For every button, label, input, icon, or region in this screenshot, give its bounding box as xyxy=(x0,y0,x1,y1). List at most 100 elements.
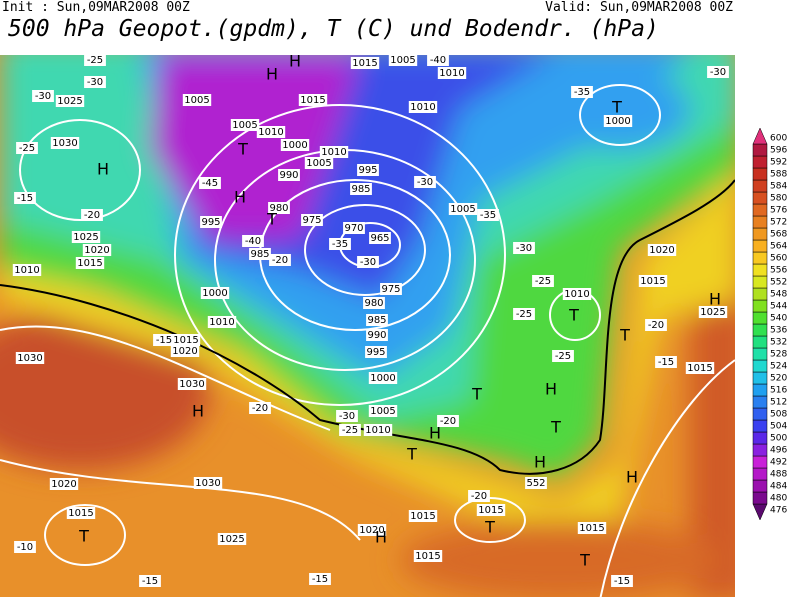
label-box xyxy=(532,275,554,287)
label-box xyxy=(363,424,393,436)
label-box xyxy=(685,362,715,374)
colorbar-label: 536 xyxy=(770,326,787,336)
colorbar-cell xyxy=(752,251,768,265)
isobar-label: -30 xyxy=(417,177,433,188)
pressure-center: T xyxy=(619,326,630,345)
colorbar-label: 544 xyxy=(770,302,787,312)
isobar-label: 1015 xyxy=(410,511,435,522)
isobar-label: 1025 xyxy=(73,232,98,243)
colorbar-label: 596 xyxy=(770,146,787,156)
isobar-label: 1020 xyxy=(172,346,197,357)
label-box xyxy=(66,507,96,519)
label-box xyxy=(368,372,398,384)
label-box xyxy=(304,157,334,169)
label-box xyxy=(577,522,607,534)
label-box xyxy=(32,90,54,102)
isobar-label: 1025 xyxy=(219,534,244,545)
label-box xyxy=(408,101,438,113)
colorbar-cell xyxy=(752,491,768,505)
label-box xyxy=(647,244,677,256)
colorbar-label: 480 xyxy=(770,494,787,504)
isobar-label: -15 xyxy=(658,357,674,368)
label-box xyxy=(388,55,418,66)
colorbar: 476 480 484 488 492 496 500 504 508 512 516 520 524 5… xyxy=(752,127,787,521)
isobar-label: -30 xyxy=(87,77,103,88)
isobar-label: 1025 xyxy=(700,307,725,318)
colorbar-label: 584 xyxy=(770,182,787,192)
colorbar-label: 588 xyxy=(770,170,787,180)
isobar-label: 1015 xyxy=(173,335,198,346)
colorbar-label: 552 xyxy=(770,278,787,288)
colorbar-cell xyxy=(752,359,768,373)
isobar-label: 1010 xyxy=(14,265,39,276)
isobar-label: -25 xyxy=(555,351,571,362)
label-box xyxy=(75,257,105,269)
label-box xyxy=(365,346,387,358)
colorbar-cell xyxy=(752,227,768,241)
pressure-center: H xyxy=(266,65,278,84)
label-box xyxy=(350,183,372,195)
label-box xyxy=(603,115,633,127)
label-box xyxy=(655,356,677,368)
colorbar-label: 556 xyxy=(770,266,787,276)
colorbar-cell xyxy=(752,467,768,481)
label-box xyxy=(301,214,323,226)
isobar-label: 990 xyxy=(279,170,298,181)
colorbar-cell xyxy=(752,263,768,277)
valid-time: Valid: Sun,09MAR2008 00Z xyxy=(545,0,733,15)
isobar-label: 1010 xyxy=(365,425,390,436)
colorbar-cap xyxy=(752,503,768,521)
label-box xyxy=(268,202,290,214)
colorbar-cell xyxy=(752,311,768,325)
isobar-label: 980 xyxy=(269,203,288,214)
label-box xyxy=(363,297,385,309)
isobar-label: -20 xyxy=(440,416,456,427)
label-box xyxy=(170,345,200,357)
label-box xyxy=(207,316,237,328)
colorbar-label: 568 xyxy=(770,230,787,240)
label-box xyxy=(14,192,36,204)
label-box xyxy=(14,541,36,553)
map-title: 500 hPa Geopot.(gpdm), T (C) und Bodendr… xyxy=(8,16,659,42)
colorbar-cell xyxy=(752,419,768,433)
isobar-label: -40 xyxy=(430,55,446,66)
isobar-label: 1030 xyxy=(195,478,220,489)
label-box xyxy=(357,256,379,268)
isobar-label: 1005 xyxy=(450,204,475,215)
pressure-center: H xyxy=(534,453,546,472)
isobar-label: 990 xyxy=(367,330,386,341)
label-box xyxy=(562,288,592,300)
isobar-label: -20 xyxy=(84,210,100,221)
isobar-label: 1000 xyxy=(202,288,227,299)
colorbar-cell xyxy=(752,323,768,337)
colorbar-label: 572 xyxy=(770,218,787,228)
colorbar-cell xyxy=(752,335,768,349)
colorbar-label: 500 xyxy=(770,434,787,444)
label-box xyxy=(571,86,593,98)
label-box xyxy=(84,55,106,66)
label-box xyxy=(298,94,328,106)
isobar-label: -20 xyxy=(252,403,268,414)
isobar-label: 1015 xyxy=(352,58,377,69)
label-box xyxy=(82,244,112,256)
isobar-label: 1005 xyxy=(232,120,257,131)
isobar-label: 1010 xyxy=(258,127,283,138)
label-box xyxy=(16,142,38,154)
isobar-label: 985 xyxy=(250,249,269,260)
isobar-label: 1005 xyxy=(390,55,415,66)
label-box xyxy=(55,95,85,107)
isobar-label: 1015 xyxy=(687,363,712,374)
colorbar-label: 488 xyxy=(770,470,787,480)
label-box xyxy=(448,203,478,215)
isobar-label: 995 xyxy=(358,165,377,176)
colorbar-cell xyxy=(752,407,768,421)
label-box xyxy=(408,510,438,522)
label-box xyxy=(199,177,221,189)
isobar-label: 970 xyxy=(344,223,363,234)
isobar-label: -25 xyxy=(19,143,35,154)
colorbar-cell xyxy=(752,395,768,409)
isobar-label: -30 xyxy=(710,67,726,78)
isobar-label: -15 xyxy=(156,335,172,346)
